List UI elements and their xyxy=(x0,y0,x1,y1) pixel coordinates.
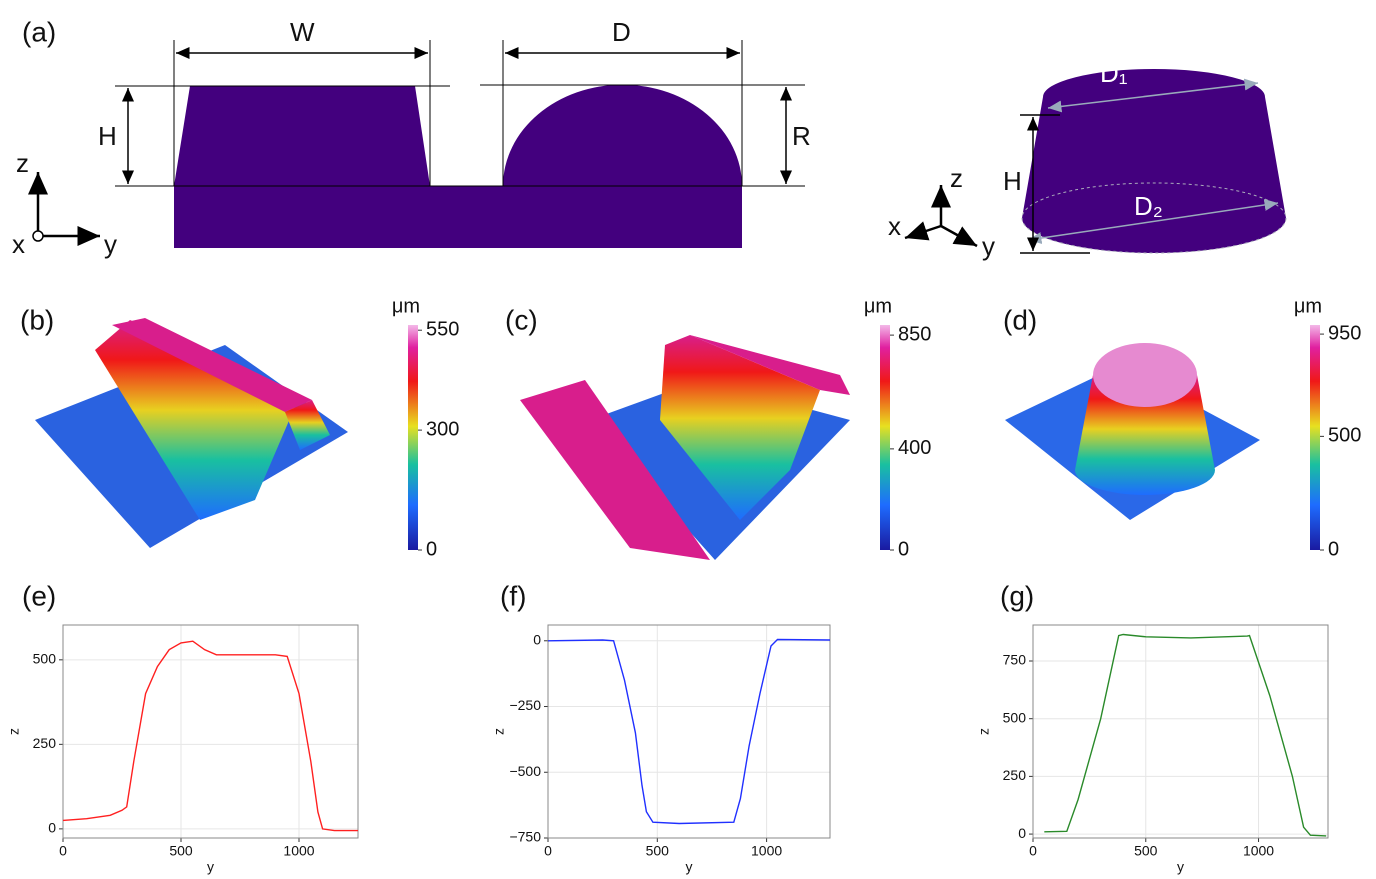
y-tick-label: 0 xyxy=(48,820,56,836)
plot-frame xyxy=(1033,625,1328,838)
axis-label: y xyxy=(982,231,995,261)
x-axis-label: y xyxy=(1177,859,1184,875)
colorbar xyxy=(1310,325,1320,550)
axis-label: y xyxy=(104,229,117,259)
panel-label: (g) xyxy=(1000,580,1034,611)
data-line xyxy=(1044,635,1326,836)
colorbar-unit: μm xyxy=(864,295,892,317)
panel-a: (a) W D H R z x y D₁ D₂ H z x y xyxy=(12,16,1286,260)
y-tick-label: 500 xyxy=(1003,709,1027,725)
frustum xyxy=(1022,69,1286,253)
axis-label: x xyxy=(12,229,25,259)
dim-label: D₁ xyxy=(1100,58,1128,88)
cross-section xyxy=(174,85,742,248)
y-tick-label: −250 xyxy=(509,697,541,713)
y-axis-label: z xyxy=(976,728,992,735)
y-tick-label: 0 xyxy=(533,631,541,647)
surface-d xyxy=(1005,343,1260,520)
y-tick-label: 0 xyxy=(1018,825,1026,841)
y-axis-label: z xyxy=(6,728,22,735)
page: (a) W D H R z x y D₁ D₂ H z x y (b)μm03 xyxy=(0,0,1376,879)
x-tick-label: 0 xyxy=(544,843,552,859)
x-axis-label: y xyxy=(207,859,214,875)
y-axis-label: z xyxy=(491,728,507,735)
colorbar xyxy=(880,325,890,550)
dim-label: D xyxy=(612,17,631,47)
y-tick-label: 250 xyxy=(1003,767,1027,783)
y-tick-label: 750 xyxy=(1003,652,1027,668)
dim-label: H xyxy=(1003,166,1022,196)
panel-label: (b) xyxy=(20,304,54,335)
colorbar xyxy=(408,325,418,550)
data-line xyxy=(63,641,358,830)
colorbar-tick-label: 850 xyxy=(898,323,931,345)
x-tick-label: 0 xyxy=(1029,843,1037,859)
surface-b xyxy=(35,318,348,548)
figure: (a) W D H R z x y D₁ D₂ H z x y (b)μm03 xyxy=(0,0,1376,879)
colorbar-tick-label: 0 xyxy=(1328,538,1339,560)
axis-label: z xyxy=(16,148,29,178)
surface-c xyxy=(520,335,850,560)
dim-label: R xyxy=(792,121,811,151)
dim-label: W xyxy=(290,17,315,47)
x-tick-label: 1000 xyxy=(283,843,314,859)
y-tick-label: −750 xyxy=(509,829,541,845)
colorbar-tick-label: 550 xyxy=(426,318,459,340)
panel-label: (f) xyxy=(500,580,526,611)
colorbar-unit: μm xyxy=(392,295,420,317)
panel-label: (a) xyxy=(22,16,56,47)
colorbar-tick-label: 950 xyxy=(1328,322,1361,344)
x-tick-label: 500 xyxy=(169,843,193,859)
x-tick-label: 500 xyxy=(1134,843,1158,859)
x-tick-label: 1000 xyxy=(751,843,782,859)
colorbar-tick-label: 0 xyxy=(898,538,909,560)
y-tick-label: 250 xyxy=(33,735,57,751)
colorbar-unit: μm xyxy=(1294,295,1322,317)
data-line xyxy=(548,640,830,824)
panel-label: (c) xyxy=(505,304,538,335)
axis-label: x xyxy=(888,211,901,241)
x-tick-label: 0 xyxy=(59,843,67,859)
colorbar-tick-label: 400 xyxy=(898,437,931,459)
colorbar-tick-label: 0 xyxy=(426,538,437,560)
panel-label: (d) xyxy=(1003,304,1037,335)
y-tick-label: 500 xyxy=(33,651,57,667)
x-axis-label: y xyxy=(686,859,693,875)
y-tick-label: −500 xyxy=(509,763,541,779)
dim-label: H xyxy=(98,121,117,151)
colorbar-tick-label: 300 xyxy=(426,418,459,440)
colorbar-tick-label: 500 xyxy=(1328,425,1361,447)
dim-label: D₂ xyxy=(1134,191,1163,221)
panel-label: (e) xyxy=(22,580,56,611)
axis-label: z xyxy=(950,163,963,193)
x-tick-label: 500 xyxy=(646,843,670,859)
plot-frame xyxy=(548,625,830,838)
plot-frame xyxy=(63,625,358,838)
x-tick-label: 1000 xyxy=(1243,843,1274,859)
